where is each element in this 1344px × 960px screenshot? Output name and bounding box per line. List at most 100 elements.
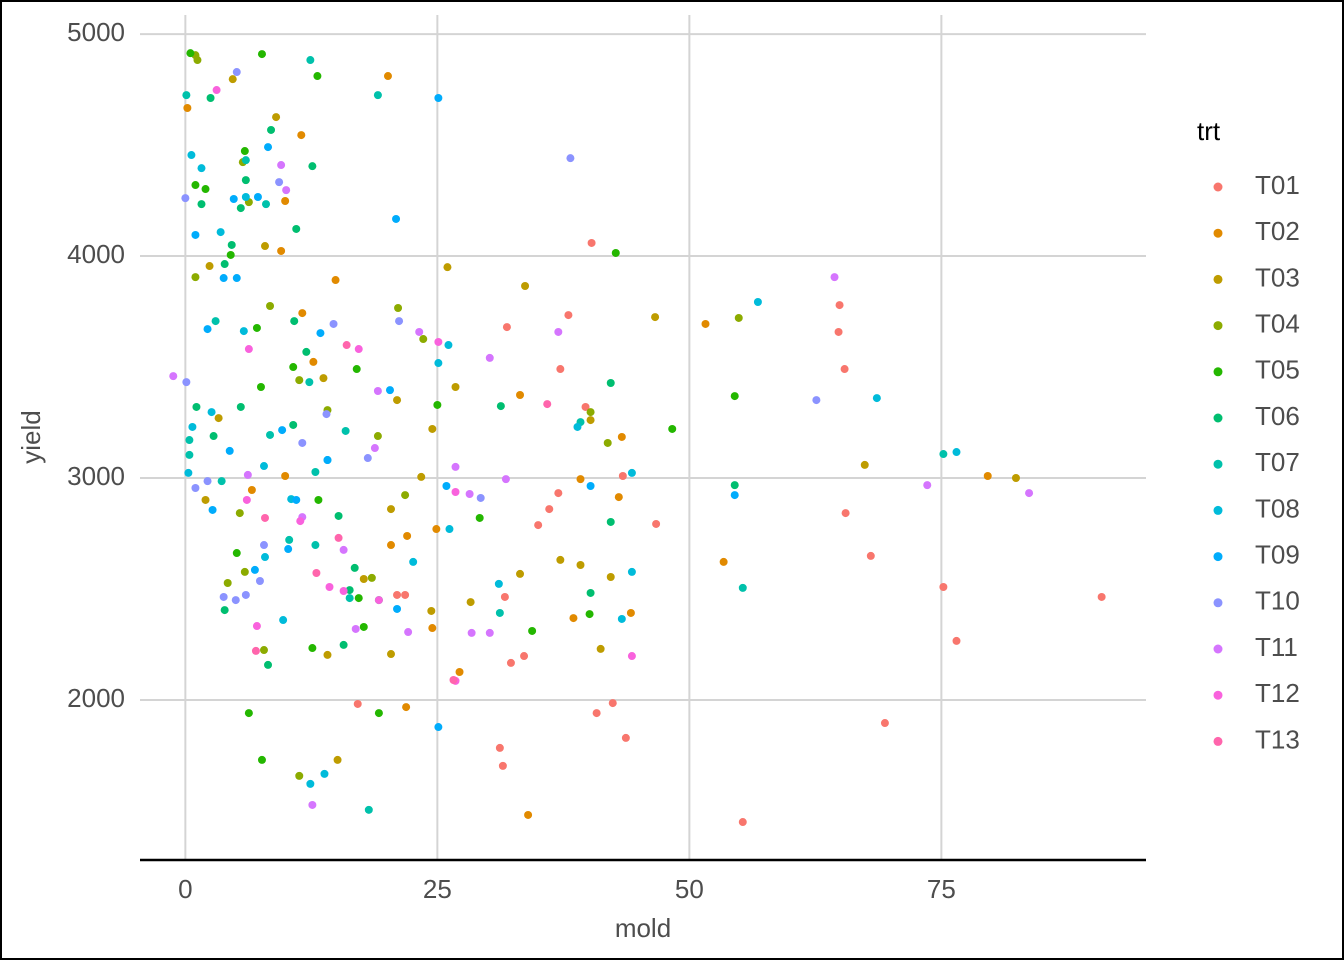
x-axis-title: mold bbox=[615, 913, 671, 943]
legend-swatch bbox=[1213, 413, 1223, 423]
point bbox=[183, 104, 192, 113]
point bbox=[393, 396, 402, 405]
point bbox=[226, 250, 235, 259]
point bbox=[209, 432, 218, 441]
point bbox=[521, 282, 530, 291]
point bbox=[373, 386, 382, 395]
legend-label: T13 bbox=[1255, 724, 1300, 754]
point bbox=[225, 446, 234, 455]
point bbox=[241, 176, 250, 185]
point bbox=[260, 513, 269, 522]
point bbox=[556, 555, 565, 564]
point bbox=[543, 400, 552, 409]
point bbox=[880, 719, 889, 728]
point bbox=[250, 565, 259, 574]
point bbox=[651, 313, 660, 322]
point bbox=[272, 113, 281, 122]
legend-label: T11 bbox=[1255, 632, 1298, 662]
point bbox=[219, 592, 228, 601]
point bbox=[264, 660, 273, 669]
point bbox=[617, 432, 626, 441]
point bbox=[232, 274, 241, 283]
point bbox=[259, 646, 268, 655]
point bbox=[386, 650, 395, 659]
point bbox=[282, 186, 291, 195]
point bbox=[564, 311, 573, 320]
legend-label: T07 bbox=[1255, 447, 1300, 477]
point bbox=[323, 456, 332, 465]
point bbox=[370, 444, 379, 453]
legend-label: T02 bbox=[1255, 216, 1300, 246]
point bbox=[278, 426, 287, 435]
point bbox=[320, 769, 329, 778]
point bbox=[872, 394, 881, 403]
point bbox=[812, 396, 821, 405]
point bbox=[281, 472, 290, 481]
point bbox=[401, 590, 410, 599]
point bbox=[201, 185, 210, 194]
point bbox=[753, 297, 762, 306]
point bbox=[386, 541, 395, 550]
point bbox=[467, 628, 476, 637]
point bbox=[581, 402, 590, 411]
point bbox=[352, 365, 361, 374]
point bbox=[229, 195, 238, 204]
point bbox=[296, 517, 305, 526]
legend-swatch bbox=[1213, 690, 1223, 700]
legend-label: T12 bbox=[1255, 678, 1300, 708]
point bbox=[339, 640, 348, 649]
point bbox=[545, 505, 554, 514]
legend-swatch bbox=[1213, 552, 1223, 562]
point bbox=[516, 390, 525, 399]
point bbox=[434, 359, 443, 368]
point bbox=[415, 327, 424, 336]
point bbox=[216, 228, 225, 237]
legend-label: T01 bbox=[1255, 170, 1300, 200]
legend-label: T05 bbox=[1255, 355, 1300, 385]
point bbox=[262, 200, 271, 209]
x-tick-label: 0 bbox=[178, 874, 192, 904]
x-tick-label: 50 bbox=[675, 874, 704, 904]
point bbox=[197, 200, 206, 209]
point bbox=[701, 319, 710, 328]
point bbox=[267, 125, 276, 134]
point bbox=[275, 178, 284, 187]
point bbox=[465, 489, 474, 498]
legend-swatch bbox=[1213, 367, 1223, 377]
point bbox=[738, 818, 747, 827]
point bbox=[260, 242, 269, 251]
point bbox=[297, 131, 306, 140]
point bbox=[211, 317, 220, 326]
point bbox=[207, 408, 216, 417]
point bbox=[554, 327, 563, 336]
point bbox=[434, 337, 443, 346]
point bbox=[313, 72, 322, 81]
point bbox=[626, 608, 635, 617]
point bbox=[485, 353, 494, 362]
point bbox=[191, 273, 200, 282]
point bbox=[603, 438, 612, 447]
point bbox=[319, 374, 328, 383]
legend-label: T10 bbox=[1255, 586, 1300, 616]
point bbox=[311, 541, 320, 550]
point bbox=[208, 505, 217, 514]
point bbox=[220, 606, 229, 615]
point bbox=[285, 535, 294, 544]
point bbox=[840, 365, 849, 374]
point bbox=[566, 154, 575, 163]
point bbox=[939, 582, 948, 591]
point bbox=[306, 779, 315, 788]
point bbox=[451, 383, 460, 392]
point bbox=[1025, 489, 1034, 498]
point bbox=[730, 392, 739, 401]
legend-swatch bbox=[1213, 228, 1223, 238]
point bbox=[256, 383, 265, 392]
point bbox=[394, 303, 403, 312]
point bbox=[247, 485, 256, 494]
point bbox=[354, 345, 363, 354]
point bbox=[182, 378, 191, 387]
point bbox=[419, 335, 428, 344]
legend-swatch bbox=[1213, 182, 1223, 192]
point bbox=[339, 545, 348, 554]
point bbox=[444, 341, 453, 350]
